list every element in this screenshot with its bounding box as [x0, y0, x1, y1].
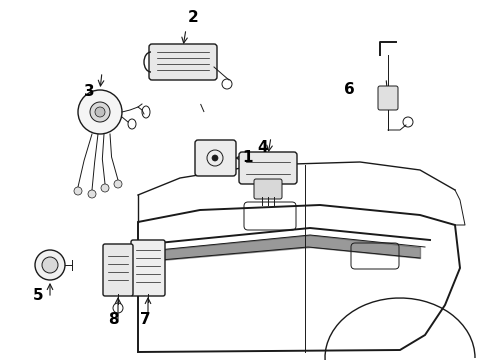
FancyBboxPatch shape	[195, 140, 236, 176]
Circle shape	[35, 250, 65, 280]
FancyBboxPatch shape	[378, 86, 398, 110]
FancyBboxPatch shape	[131, 240, 165, 296]
Text: 7: 7	[140, 312, 150, 328]
Text: 8: 8	[108, 312, 118, 328]
Circle shape	[42, 257, 58, 273]
Text: 6: 6	[343, 82, 354, 98]
Circle shape	[114, 180, 122, 188]
Text: 1: 1	[243, 150, 253, 166]
Text: 5: 5	[33, 288, 43, 302]
FancyBboxPatch shape	[254, 179, 282, 199]
FancyBboxPatch shape	[149, 44, 217, 80]
Circle shape	[95, 107, 105, 117]
FancyBboxPatch shape	[103, 244, 133, 296]
Text: 3: 3	[84, 85, 94, 99]
Circle shape	[101, 184, 109, 192]
Circle shape	[78, 90, 122, 134]
Circle shape	[88, 190, 96, 198]
Text: 2: 2	[188, 10, 198, 26]
Text: 4: 4	[258, 140, 269, 156]
Circle shape	[90, 102, 110, 122]
Circle shape	[74, 187, 82, 195]
Circle shape	[212, 155, 218, 161]
FancyBboxPatch shape	[239, 152, 297, 184]
